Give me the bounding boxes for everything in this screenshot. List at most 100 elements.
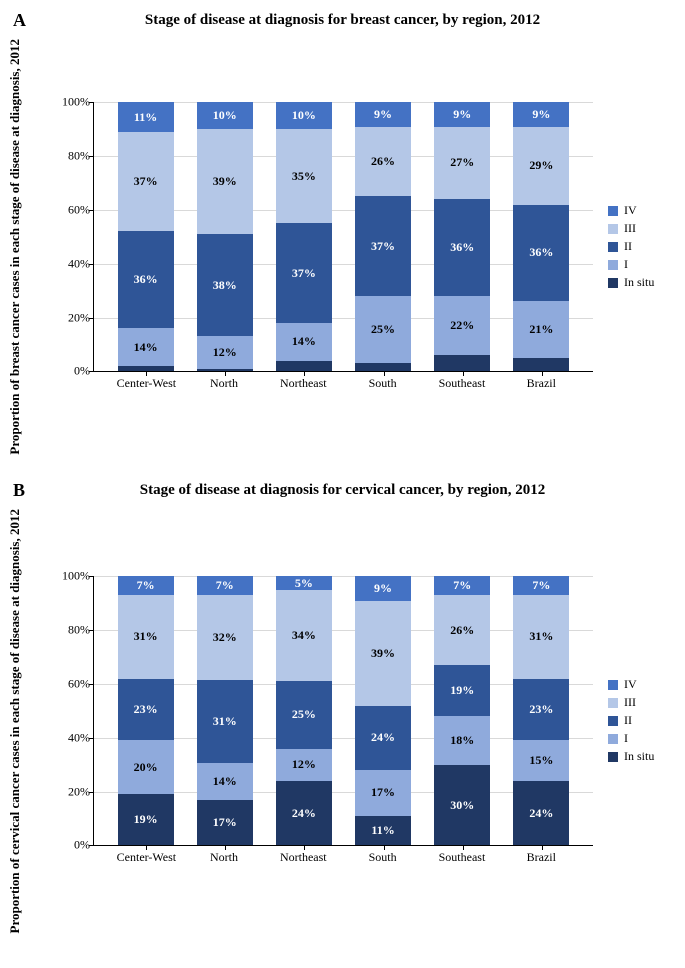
legend-item: In situ (608, 275, 654, 290)
bar-segment: 10% (276, 102, 332, 129)
bar-segment (197, 369, 253, 372)
bar-segment (276, 361, 332, 372)
y-tick-label: 0% (52, 364, 90, 379)
bar-segment: 14% (118, 328, 174, 366)
bar-segment: 19% (434, 665, 490, 716)
legend-label: III (624, 695, 636, 710)
bar-segment: 12% (197, 336, 253, 368)
y-tick-label: 20% (52, 784, 90, 799)
legend-item: II (608, 239, 654, 254)
legend-label: II (624, 713, 632, 728)
stacked-bar: 9%27%36%22% (434, 102, 490, 371)
bar-segment: 37% (355, 196, 411, 296)
bar-segment: 9% (355, 102, 411, 126)
plot-area: 0%20%40%60%80%100%11%37%36%14%10%39%38%1… (93, 102, 593, 372)
bar-segment: 20% (118, 740, 174, 794)
legend-item: I (608, 731, 654, 746)
y-tick-label: 60% (52, 202, 90, 217)
stacked-bar: 10%39%38%12% (197, 102, 253, 371)
bar-segment: 14% (276, 323, 332, 361)
x-tick-label: Southeast (434, 376, 490, 391)
y-tick-label: 100% (52, 569, 90, 584)
bar-segment: 38% (197, 234, 253, 336)
stacked-bar: 10%35%37%14% (276, 102, 332, 371)
stacked-bar: 7%31%23%20%19% (118, 576, 174, 845)
y-tick-label: 100% (52, 95, 90, 110)
bar-segment: 22% (434, 296, 490, 355)
legend-item: IV (608, 203, 654, 218)
stacked-bar: 7%31%23%15%24% (513, 576, 569, 845)
y-axis-label: Proportion of cervical cancer cases in e… (5, 509, 45, 934)
bar-segment: 37% (276, 223, 332, 323)
bar-segment: 5% (276, 576, 332, 589)
panel-title: Stage of disease at diagnosis for breast… (5, 10, 680, 29)
bar-segment: 26% (434, 595, 490, 665)
x-tick-label: North (196, 850, 252, 865)
x-tick-label: Center-West (117, 376, 173, 391)
legend-label: In situ (624, 275, 654, 290)
y-tick-label: 80% (52, 149, 90, 164)
bar-segment: 30% (434, 765, 490, 846)
panel-letter: A (13, 10, 26, 31)
bar-segment: 9% (355, 576, 411, 600)
legend-label: II (624, 239, 632, 254)
x-tick-label: Northeast (275, 376, 331, 391)
bar-segment (355, 363, 411, 371)
legend-item: III (608, 221, 654, 236)
bar-segment: 9% (513, 102, 569, 126)
bar-segment: 35% (276, 129, 332, 223)
bar-segment: 31% (118, 595, 174, 678)
bar-segment: 24% (513, 781, 569, 846)
bar-segment: 24% (276, 781, 332, 846)
bar-segment: 7% (513, 576, 569, 595)
plot-area: 0%20%40%60%80%100%7%31%23%20%19%7%32%31%… (93, 576, 593, 846)
legend-label: IV (624, 677, 637, 692)
y-tick-label: 0% (52, 838, 90, 853)
bar-segment: 25% (355, 296, 411, 363)
bar-segment: 37% (118, 132, 174, 232)
panel-title: Stage of disease at diagnosis for cervic… (5, 480, 680, 499)
chart-wrap: Proportion of cervical cancer cases in e… (5, 509, 680, 934)
bar-segment: 12% (276, 749, 332, 781)
legend-item: IV (608, 677, 654, 692)
bar-segment: 36% (118, 231, 174, 328)
y-tick-label: 60% (52, 676, 90, 691)
legend-label: IV (624, 203, 637, 218)
legend-swatch (608, 242, 618, 252)
panel-letter: B (13, 480, 25, 501)
bar-segment: 23% (513, 679, 569, 741)
y-tick-label: 20% (52, 310, 90, 325)
bar-segment: 39% (197, 129, 253, 234)
chart-wrap: Proportion of breast cancer cases in eac… (5, 39, 680, 455)
x-labels: Center-WestNorthNortheastSouthSoutheastB… (93, 850, 593, 865)
bar-segment: 19% (118, 794, 174, 845)
x-tick-label: Southeast (434, 850, 490, 865)
stacked-bar: 5%34%25%12%24% (276, 576, 332, 845)
bar-segment: 11% (118, 102, 174, 132)
legend: IVIIIIIIIn situ (608, 674, 654, 767)
bar-segment (118, 366, 174, 371)
bar-segment: 7% (434, 576, 490, 595)
bar-segment: 21% (513, 301, 569, 357)
x-labels: Center-WestNorthNortheastSouthSoutheastB… (93, 376, 593, 391)
stacked-bar: 7%32%31%14%17% (197, 576, 253, 845)
bar-segment: 27% (434, 127, 490, 200)
bar-segment: 17% (197, 800, 253, 845)
legend-label: In situ (624, 749, 654, 764)
bars-container: 7%31%23%20%19%7%32%31%14%17%5%34%25%12%2… (94, 576, 593, 845)
legend-label: I (624, 731, 628, 746)
bar-segment: 17% (355, 770, 411, 816)
bar-segment: 18% (434, 716, 490, 764)
legend-item: In situ (608, 749, 654, 764)
x-tick-label: Northeast (275, 850, 331, 865)
bar-segment: 39% (355, 601, 411, 706)
legend-item: III (608, 695, 654, 710)
y-tick-label: 80% (52, 623, 90, 638)
bar-segment: 31% (197, 680, 253, 763)
y-tick-label: 40% (52, 256, 90, 271)
legend-item: I (608, 257, 654, 272)
stacked-bar: 7%26%19%18%30% (434, 576, 490, 845)
x-tick-label: Center-West (117, 850, 173, 865)
bar-segment: 23% (118, 679, 174, 741)
legend-swatch (608, 278, 618, 288)
